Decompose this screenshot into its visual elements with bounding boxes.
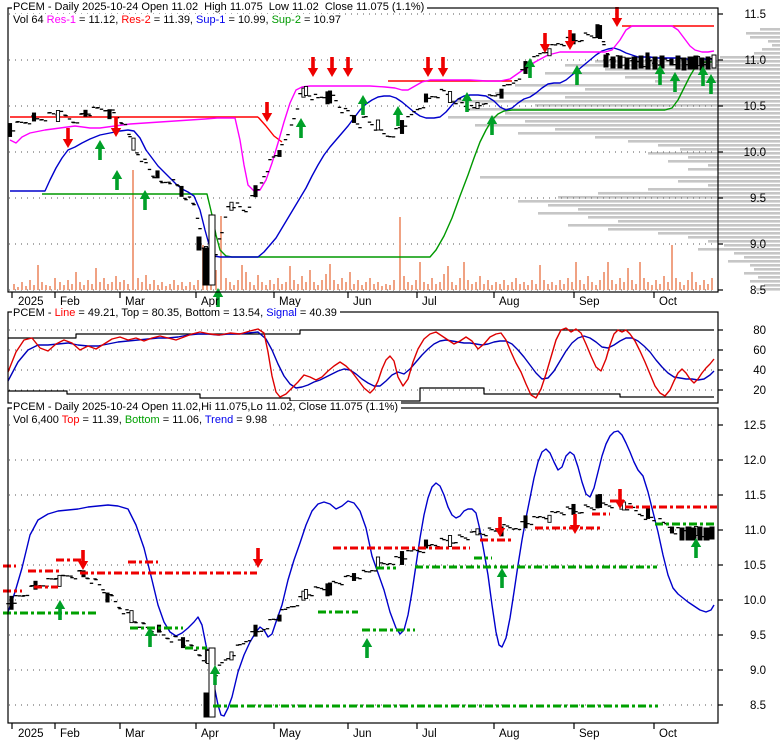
svg-text:Aug: Aug [499, 296, 519, 308]
header-segment: = 9.98 [233, 414, 268, 426]
header-segment: Vol 6,400 [13, 414, 62, 426]
svg-text:12.5: 12.5 [744, 420, 766, 432]
svg-text:Jun: Jun [353, 728, 372, 740]
header-segment: Vol 64 [13, 14, 47, 26]
svg-text:80: 80 [753, 325, 766, 337]
header-segment: = 10.97 [300, 14, 342, 26]
header-segment: Bottom [124, 414, 160, 426]
svg-text:Apr: Apr [201, 296, 219, 308]
header-segment: PCEM - [13, 307, 55, 319]
svg-text:2025: 2025 [18, 296, 44, 308]
svg-text:11.0: 11.0 [744, 525, 766, 537]
svg-text:2025: 2025 [18, 728, 44, 740]
header-segment: = 11.39, [150, 14, 197, 26]
svg-text:11.5: 11.5 [744, 9, 766, 21]
svg-text:8.5: 8.5 [750, 285, 766, 297]
svg-text:Jul: Jul [422, 296, 437, 308]
svg-text:9.5: 9.5 [750, 193, 766, 205]
svg-text:Oct: Oct [659, 728, 678, 740]
panel3-title: PCEM - Daily 2025-10-24 Open 11.02,Hi 11… [13, 401, 399, 413]
svg-text:10.5: 10.5 [744, 560, 766, 572]
header-segment: = 11.12, [75, 14, 122, 26]
panel2-header: PCEM - Line = 49.21, Top = 80.35, Bottom… [12, 307, 340, 319]
svg-text:Apr: Apr [201, 728, 219, 740]
header-segment: = 11.39, [79, 414, 125, 426]
svg-text:60: 60 [753, 345, 766, 357]
header-segment: Sup-1 [196, 14, 226, 26]
svg-text:May: May [279, 296, 301, 308]
svg-text:Jun: Jun [353, 296, 372, 308]
svg-text:8.5: 8.5 [750, 700, 766, 712]
svg-text:9.5: 9.5 [750, 630, 766, 642]
header-segment: = 40.39 [296, 307, 337, 319]
header-segment: = 10.99, [225, 14, 272, 26]
header-segment: = 49.21, Top = 80.35, Bottom = 13.54, [75, 307, 267, 319]
panel1-header-line1: PCEM - Daily 2025-10-24 Open 11.02 High … [12, 1, 428, 13]
svg-text:Oct: Oct [659, 296, 678, 308]
svg-text:Sep: Sep [579, 728, 599, 740]
panel3-header-line1: PCEM - Daily 2025-10-24 Open 11.02,Hi 11… [12, 401, 402, 413]
svg-text:10.5: 10.5 [744, 101, 766, 113]
svg-text:May: May [279, 728, 301, 740]
svg-text:Sep: Sep [579, 296, 599, 308]
header-segment: Top [61, 414, 80, 426]
svg-text:9.0: 9.0 [750, 239, 766, 251]
header-segment: Signal [266, 307, 297, 319]
panel1-header-line2: Vol 64 Res-1 = 11.12, Res-2 = 11.39, Sup… [12, 14, 345, 26]
header-segment: Res-1 [46, 14, 76, 26]
svg-text:20: 20 [753, 385, 766, 397]
panel1-title: PCEM - Daily 2025-10-24 Open 11.02 High … [13, 1, 425, 13]
svg-text:12.0: 12.0 [744, 455, 766, 467]
header-segment: = 11.06, [159, 414, 205, 426]
svg-text:10.0: 10.0 [744, 595, 766, 607]
svg-text:9.0: 9.0 [750, 665, 766, 677]
svg-text:Mar: Mar [125, 728, 145, 740]
header-segment: Res-2 [121, 14, 151, 26]
svg-text:Feb: Feb [60, 728, 80, 740]
header-segment: Line [54, 307, 76, 319]
svg-text:11.0: 11.0 [744, 55, 766, 67]
svg-text:40: 40 [753, 365, 766, 377]
svg-text:Mar: Mar [125, 296, 145, 308]
svg-text:Feb: Feb [60, 296, 80, 308]
header-segment: Sup-2 [271, 14, 301, 26]
panel3-header-line2: Vol 6,400 Top = 11.39, Bottom = 11.06, T… [12, 414, 271, 426]
header-segment: Trend [204, 414, 234, 426]
svg-text:Aug: Aug [499, 728, 519, 740]
svg-text:Jul: Jul [422, 728, 437, 740]
svg-text:11.5: 11.5 [744, 490, 766, 502]
svg-text:10.0: 10.0 [744, 147, 766, 159]
